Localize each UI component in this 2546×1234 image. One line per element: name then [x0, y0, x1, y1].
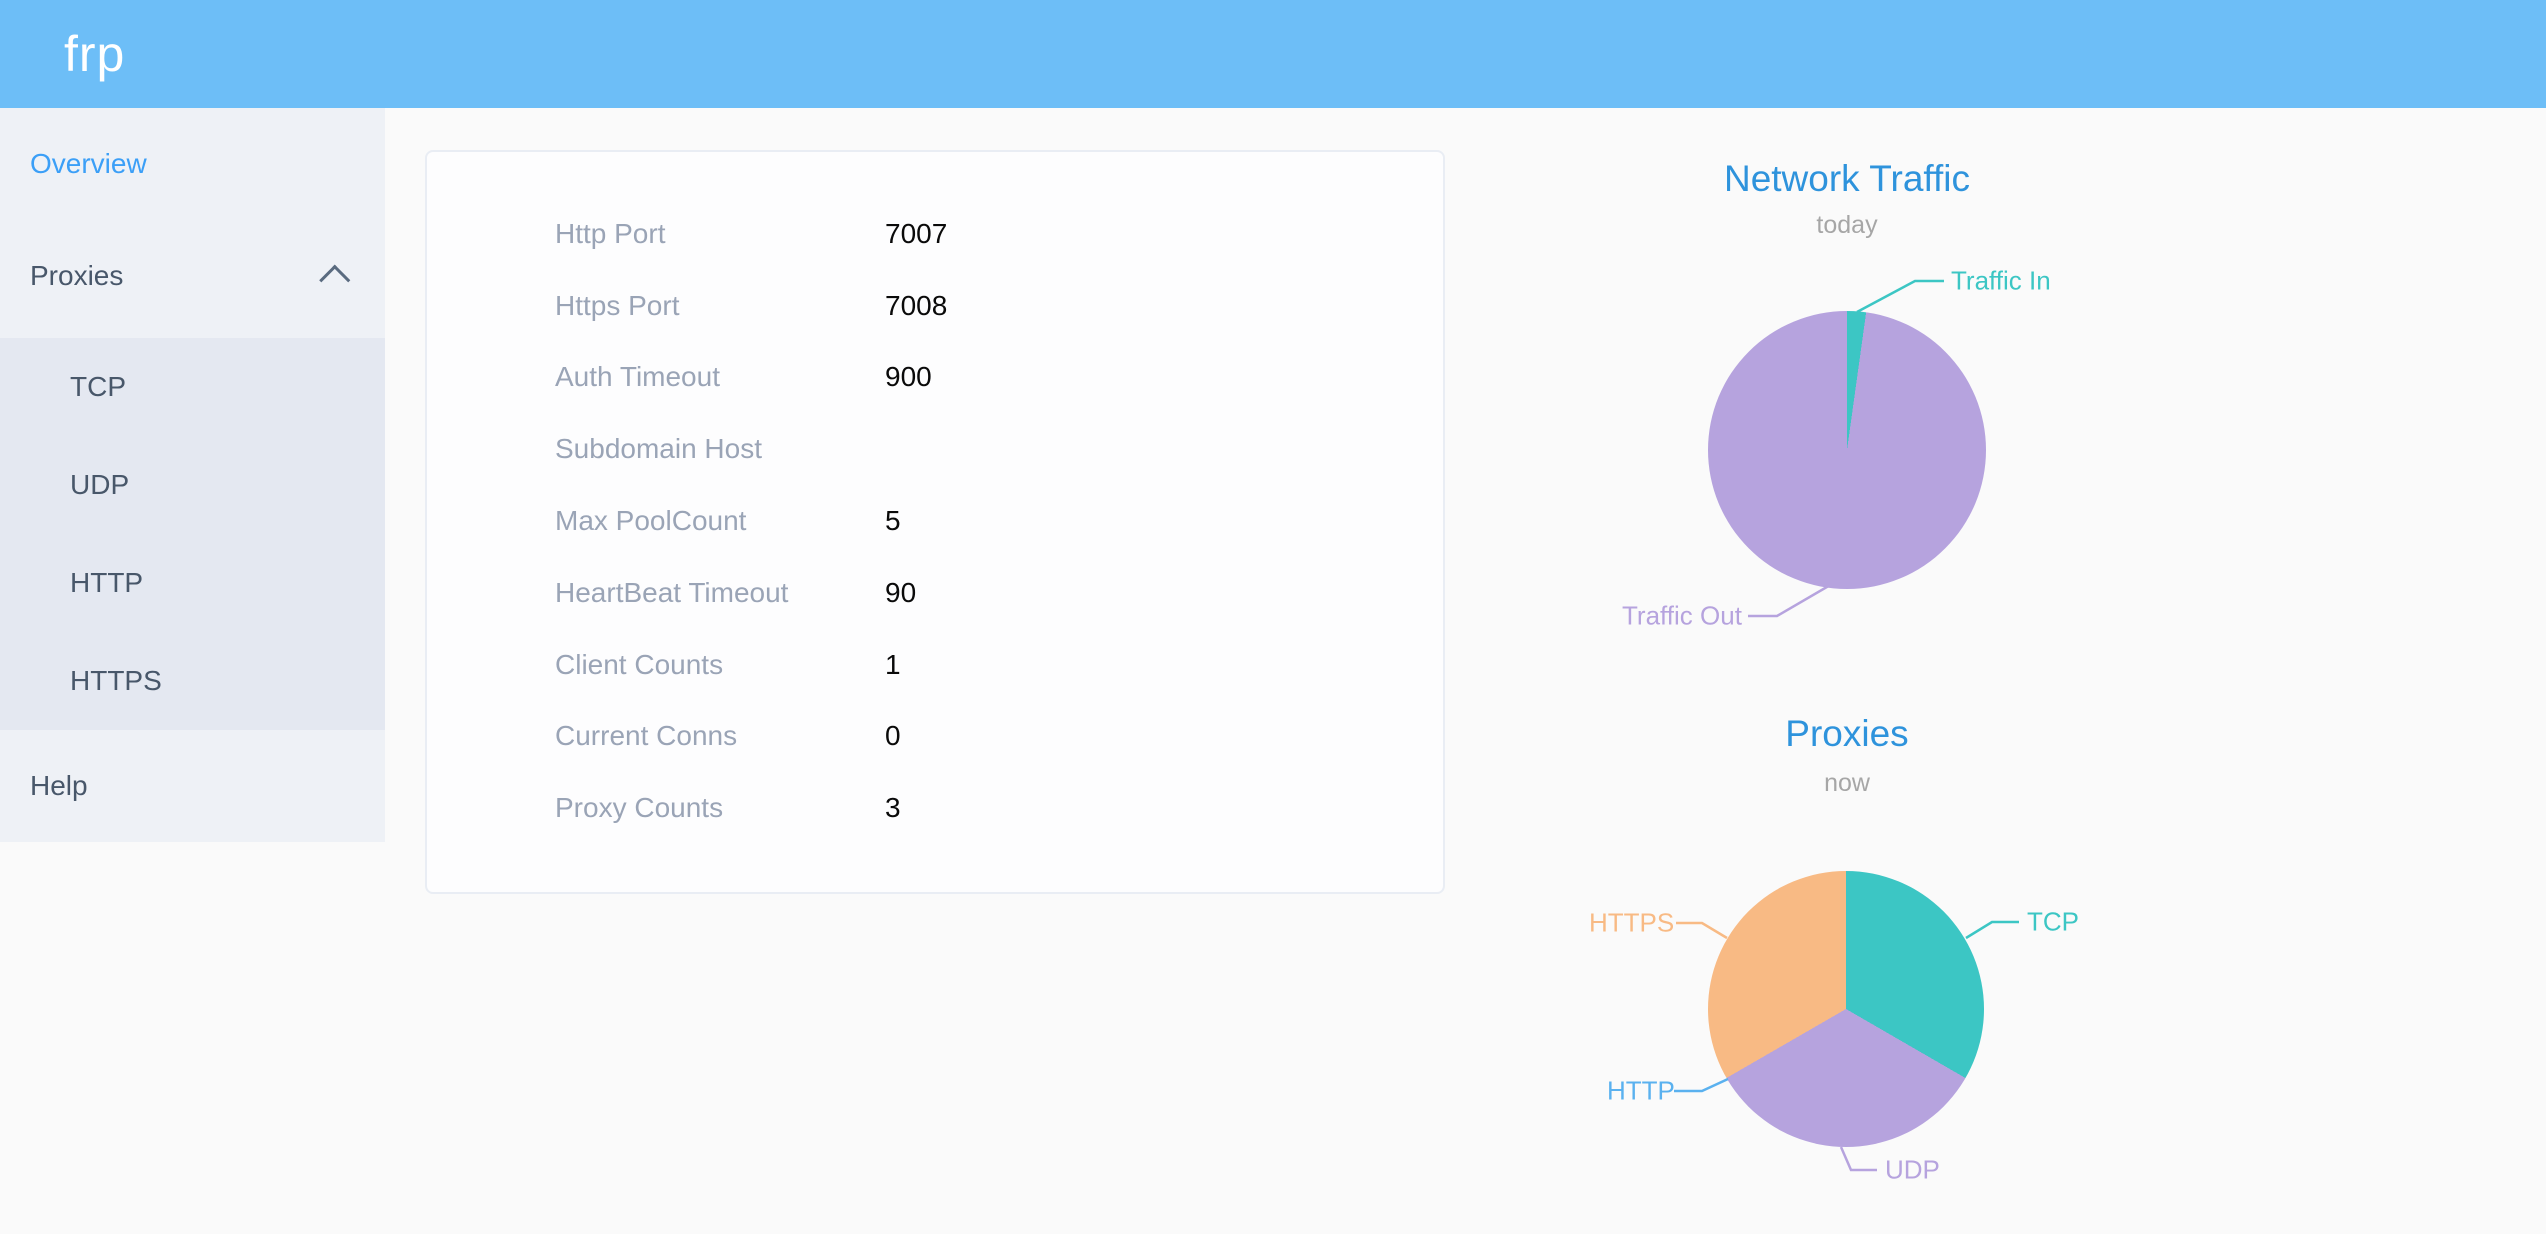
info-row-https-port: Https Port 7008 — [427, 270, 1443, 342]
leader-line-tcp — [1965, 920, 2019, 940]
sidebar-item-label: TCP — [70, 371, 126, 402]
sidebar-submenu-proxies: TCP UDP HTTP HTTPS — [0, 338, 385, 730]
leader-line-traffic-out — [1748, 582, 1833, 618]
proxies-chart-title: Proxies — [1785, 713, 1909, 754]
pie-label-udp: UDP — [1885, 1154, 1940, 1185]
sidebar-item-label: Overview — [30, 148, 147, 179]
leader-line-http — [1674, 1077, 1729, 1093]
info-row-max-poolcount: Max PoolCount 5 — [427, 485, 1443, 557]
info-label: Max PoolCount — [555, 505, 747, 537]
info-label: Subdomain Host — [555, 433, 763, 465]
pie-label-http: HTTP — [1607, 1075, 1675, 1106]
sidebar-item-label: Proxies — [30, 260, 124, 291]
info-value: 7008 — [885, 289, 948, 321]
network-traffic-chart-subtitle: today — [1816, 211, 1878, 239]
info-row-heartbeat-timeout: HeartBeat Timeout 90 — [427, 557, 1443, 629]
info-label: Proxy Counts — [555, 792, 724, 824]
sidebar: Overview Proxies TCP UDP HTTP HTTPS Help — [0, 108, 385, 842]
info-value: 0 — [885, 720, 901, 752]
network-traffic-pie[interactable] — [1708, 311, 1986, 589]
pie-label-tcp: TCP — [2027, 906, 2079, 937]
sidebar-item-label: Help — [30, 770, 88, 801]
info-label: Current Conns — [555, 720, 738, 752]
sidebar-item-label: UDP — [70, 469, 130, 500]
info-row-subdomain-host: Subdomain Host — [427, 413, 1443, 485]
sidebar-item-http[interactable]: HTTP — [0, 534, 385, 632]
info-row-client-counts: Client Counts 1 — [427, 629, 1443, 701]
leader-line-https — [1676, 921, 1728, 940]
leader-line-traffic-in — [1856, 279, 1944, 314]
sidebar-item-label: HTTPS — [70, 665, 162, 696]
info-value: 5 — [885, 505, 901, 537]
info-label: HeartBeat Timeout — [555, 576, 789, 608]
sidebar-item-tcp[interactable]: TCP — [0, 338, 385, 436]
pie-label-https: HTTPS — [1589, 907, 1675, 938]
network-traffic-chart-title: Network Traffic — [1723, 158, 1971, 199]
sidebar-item-label: HTTP — [70, 567, 144, 598]
info-row-current-conns: Current Conns 0 — [427, 701, 1443, 773]
proxies-chart-subtitle: now — [1824, 769, 1870, 797]
info-value: 1 — [885, 648, 901, 680]
info-label: Client Counts — [555, 648, 724, 680]
pie-label-traffic-in: Traffic In — [1951, 265, 2051, 296]
sidebar-item-help[interactable]: Help — [0, 730, 385, 842]
pie-label-traffic-out: Traffic Out — [1622, 600, 1742, 631]
info-row-proxy-counts: Proxy Counts 3 — [427, 772, 1443, 844]
info-label: Auth Timeout — [555, 361, 720, 393]
sidebar-item-https[interactable]: HTTPS — [0, 632, 385, 730]
info-label: Http Port — [555, 217, 666, 249]
info-row-auth-timeout: Auth Timeout 900 — [427, 342, 1443, 414]
leader-line-udp — [1839, 1146, 1877, 1172]
server-info-card: Http Port 7007 Https Port 7008 Auth Time… — [425, 150, 1445, 894]
info-value: 90 — [885, 576, 917, 608]
info-row-http-port: Http Port 7007 — [427, 198, 1443, 270]
info-value: 3 — [885, 792, 901, 824]
frp-logo: frp — [64, 26, 126, 82]
proxies-pie[interactable] — [1708, 871, 1984, 1147]
sidebar-item-proxies[interactable]: Proxies — [0, 220, 385, 332]
sidebar-item-overview[interactable]: Overview — [0, 108, 385, 220]
sidebar-item-udp[interactable]: UDP — [0, 436, 385, 534]
chevron-up-icon — [319, 264, 351, 296]
info-value: 7007 — [885, 217, 948, 249]
info-label: Https Port — [555, 289, 680, 321]
app-header: frp — [0, 0, 2546, 108]
info-value: 900 — [885, 361, 932, 393]
